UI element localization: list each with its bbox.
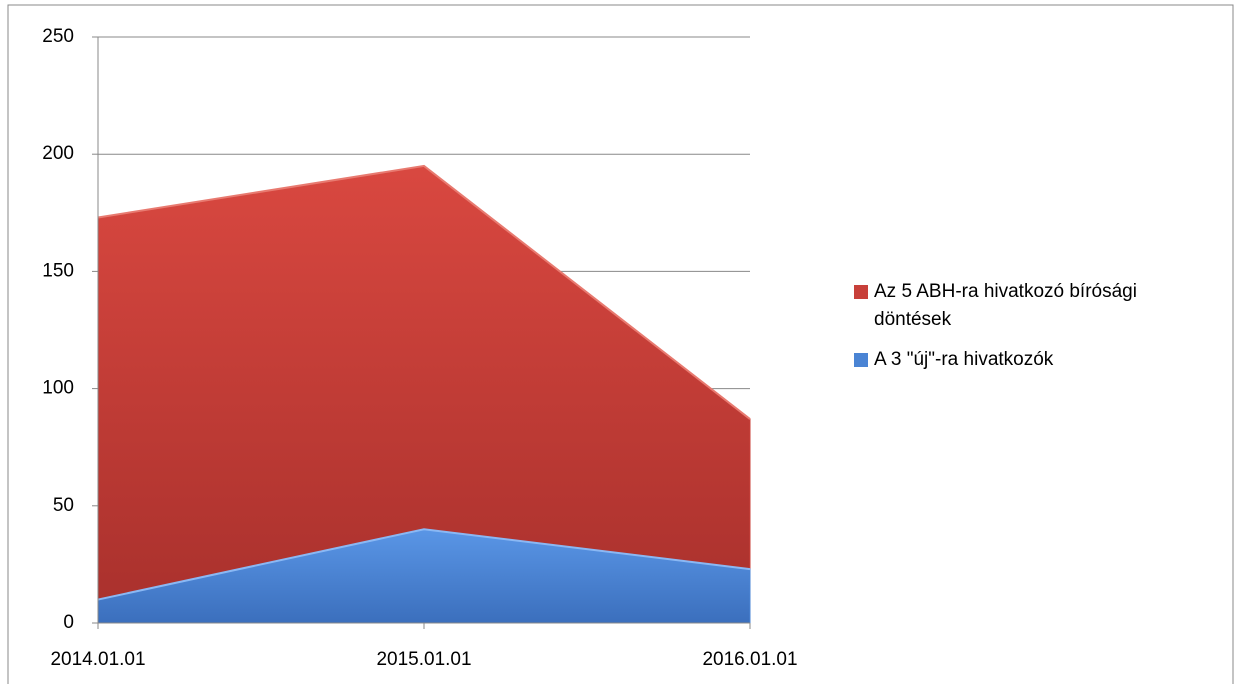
y-tick-label: 150 bbox=[42, 260, 74, 281]
legend-entry: A 3 "új"-ra hivatkozók bbox=[852, 346, 1202, 374]
chart-border bbox=[7, 4, 1234, 684]
legend-swatch bbox=[854, 353, 868, 367]
x-tick-label: 2015.01.01 bbox=[376, 649, 471, 670]
y-tick-label: 200 bbox=[42, 143, 74, 164]
x-tick-label: 2016.01.01 bbox=[702, 649, 797, 670]
y-tick-label: 100 bbox=[42, 378, 74, 399]
legend-entry: Az 5 ABH-ra hivatkozó bírósági döntések bbox=[852, 278, 1202, 334]
y-tick-label: 0 bbox=[63, 612, 74, 633]
x-tick-label: 2014.01.01 bbox=[50, 649, 145, 670]
legend-label: Az 5 ABH-ra hivatkozó bírósági döntések bbox=[874, 281, 1137, 330]
y-tick-label: 50 bbox=[53, 495, 74, 516]
legend-swatch bbox=[854, 285, 868, 299]
area-top-edge bbox=[97, 528, 751, 601]
legend: Az 5 ABH-ra hivatkozó bírósági döntések A… bbox=[852, 278, 1202, 386]
legend-label: A 3 "új"-ra hivatkozók bbox=[874, 349, 1054, 370]
area-top-edge bbox=[97, 164, 751, 420]
y-tick-label: 250 bbox=[42, 26, 74, 47]
